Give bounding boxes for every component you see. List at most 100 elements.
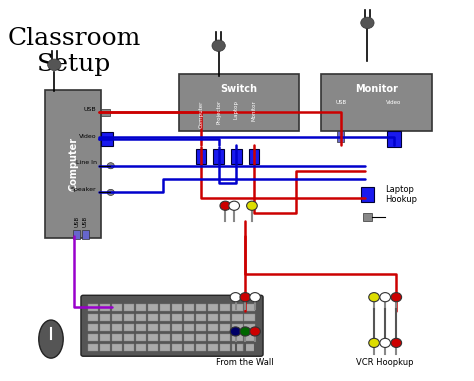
Bar xyxy=(172,304,182,311)
Bar xyxy=(220,304,230,311)
Bar xyxy=(220,324,230,331)
Circle shape xyxy=(230,293,241,302)
Bar xyxy=(148,334,158,341)
Circle shape xyxy=(250,327,260,336)
Text: Video: Video xyxy=(386,100,402,105)
Bar xyxy=(88,314,98,321)
Bar xyxy=(160,324,170,331)
Bar xyxy=(160,304,170,311)
Circle shape xyxy=(230,327,241,336)
Bar xyxy=(136,324,146,331)
Bar xyxy=(208,324,219,331)
Text: Switch: Switch xyxy=(220,84,257,94)
Bar xyxy=(231,149,242,164)
Circle shape xyxy=(107,189,114,195)
Bar xyxy=(112,304,122,311)
Text: Monitor: Monitor xyxy=(252,100,256,121)
Bar xyxy=(196,149,206,164)
Text: Speaker: Speaker xyxy=(71,187,97,192)
Bar xyxy=(208,344,219,351)
Bar xyxy=(136,344,146,351)
Bar xyxy=(172,324,182,331)
Bar xyxy=(124,304,134,311)
Bar xyxy=(337,131,344,142)
Bar xyxy=(148,324,158,331)
Bar xyxy=(148,314,158,321)
Bar xyxy=(172,344,182,351)
Bar xyxy=(100,344,110,351)
FancyBboxPatch shape xyxy=(46,90,101,238)
Bar xyxy=(136,334,146,341)
Circle shape xyxy=(246,201,257,210)
Circle shape xyxy=(220,201,231,210)
Bar xyxy=(172,314,182,321)
Bar xyxy=(160,314,170,321)
Bar xyxy=(232,344,243,351)
Text: Laptop: Laptop xyxy=(234,100,239,119)
Text: Laptop
Hookup: Laptop Hookup xyxy=(385,185,417,204)
Text: Computer: Computer xyxy=(68,137,78,191)
Bar xyxy=(213,149,224,164)
Bar xyxy=(100,324,110,331)
Bar xyxy=(112,344,122,351)
Bar xyxy=(124,344,134,351)
Bar xyxy=(184,334,194,341)
Circle shape xyxy=(48,59,61,70)
Circle shape xyxy=(391,338,401,347)
Bar xyxy=(112,324,122,331)
Text: USB: USB xyxy=(74,216,79,227)
Text: From the Wall: From the Wall xyxy=(217,358,274,367)
Bar xyxy=(244,344,255,351)
Bar xyxy=(88,304,98,311)
Circle shape xyxy=(369,338,379,347)
Text: USB: USB xyxy=(83,216,88,227)
Bar xyxy=(172,334,182,341)
Bar xyxy=(208,304,219,311)
Bar xyxy=(220,334,230,341)
Circle shape xyxy=(250,293,260,302)
Bar xyxy=(88,334,98,341)
Bar xyxy=(148,304,158,311)
Bar xyxy=(244,314,255,321)
Bar xyxy=(232,314,243,321)
Bar xyxy=(136,314,146,321)
Bar xyxy=(232,324,243,331)
Bar xyxy=(196,334,206,341)
Bar xyxy=(101,109,110,116)
Text: Projector: Projector xyxy=(216,100,221,125)
Bar xyxy=(100,334,110,341)
Bar xyxy=(184,314,194,321)
Bar xyxy=(363,213,372,221)
Circle shape xyxy=(380,338,391,347)
Bar xyxy=(160,334,170,341)
Bar xyxy=(196,324,206,331)
Bar xyxy=(100,304,110,311)
Bar xyxy=(232,304,243,311)
Circle shape xyxy=(361,17,374,29)
Bar xyxy=(124,334,134,341)
Text: Computer: Computer xyxy=(199,100,203,128)
Text: Video: Video xyxy=(79,133,97,139)
Circle shape xyxy=(212,40,225,51)
Bar xyxy=(184,304,194,311)
FancyBboxPatch shape xyxy=(321,74,432,131)
Text: Classroom
Setup: Classroom Setup xyxy=(8,27,141,76)
FancyBboxPatch shape xyxy=(81,295,263,356)
Bar xyxy=(387,131,401,147)
Bar xyxy=(112,314,122,321)
Bar xyxy=(160,344,170,351)
Bar xyxy=(82,230,89,239)
Bar xyxy=(196,344,206,351)
Bar xyxy=(249,149,259,164)
Circle shape xyxy=(240,327,251,336)
Text: VCR Hoopkup: VCR Hoopkup xyxy=(356,358,414,367)
Bar xyxy=(244,304,255,311)
Bar xyxy=(232,334,243,341)
Bar xyxy=(112,334,122,341)
Bar xyxy=(220,344,230,351)
Bar xyxy=(100,314,110,321)
Circle shape xyxy=(380,293,391,302)
Bar xyxy=(88,324,98,331)
Bar xyxy=(124,324,134,331)
Bar xyxy=(73,230,80,239)
